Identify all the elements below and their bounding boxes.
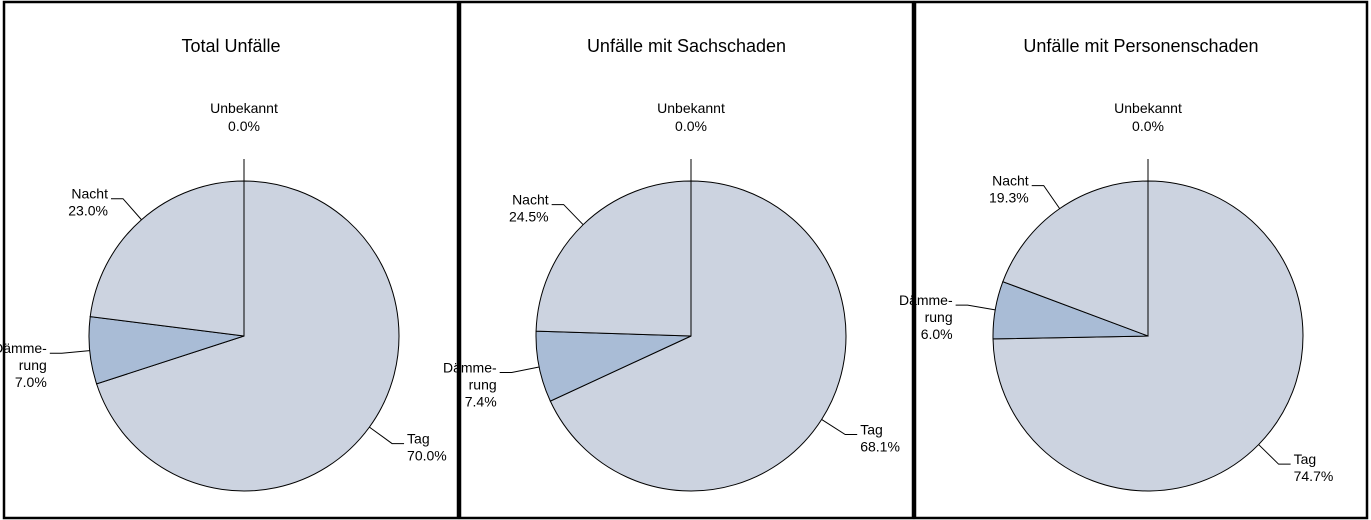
leader-line — [49, 350, 90, 354]
value-label: 19.3% — [989, 190, 1029, 206]
chart-title: Unfälle mit Personenschaden — [1023, 36, 1258, 56]
chart-title: Unfälle mit Sachschaden — [587, 36, 786, 56]
value-label: 23.0% — [68, 203, 108, 219]
leader-line — [821, 419, 858, 436]
slice-label: Unbekannt — [1114, 100, 1182, 116]
panel-border — [458, 0, 915, 520]
chart-title: Total Unfälle — [181, 36, 280, 56]
value-label: 70.0% — [407, 448, 447, 464]
slice-label: Nacht — [71, 186, 108, 202]
leader-line — [1258, 444, 1291, 465]
slice-label: Dämme-rung — [899, 292, 953, 325]
value-label: 0.0% — [675, 118, 707, 134]
leader-line — [1031, 185, 1061, 209]
slice-label: Tag — [1294, 451, 1317, 467]
slice-label: Nacht — [512, 192, 549, 208]
value-label: 68.1% — [860, 439, 900, 455]
slice-label: Dämme-rung — [443, 360, 497, 393]
value-label: 74.7% — [1294, 468, 1334, 484]
value-label: 0.0% — [228, 118, 260, 134]
leader-line — [955, 304, 996, 311]
leader-line — [369, 426, 405, 445]
slice-label: Nacht — [992, 173, 1029, 189]
leader-line — [551, 204, 584, 226]
slice-label: Tag — [407, 431, 430, 447]
slice-label: Unbekannt — [210, 100, 278, 116]
panel-border — [2, 0, 460, 520]
value-label: 24.5% — [509, 209, 549, 225]
value-label: 7.0% — [15, 374, 47, 390]
value-label: 6.0% — [921, 326, 953, 342]
slice-label: Dämme-rung — [0, 340, 47, 373]
pie-slice — [1002, 180, 1149, 337]
slice-label: Unbekannt — [657, 100, 725, 116]
value-label: 7.4% — [465, 394, 497, 410]
pie-slice — [535, 180, 692, 337]
leader-line — [110, 198, 142, 221]
pie-slice — [89, 180, 245, 337]
pie-slice — [95, 180, 400, 492]
value-label: 0.0% — [1132, 118, 1164, 134]
panel-border — [913, 0, 1369, 520]
slice-label: Tag — [860, 422, 883, 438]
leader-line — [499, 366, 540, 374]
